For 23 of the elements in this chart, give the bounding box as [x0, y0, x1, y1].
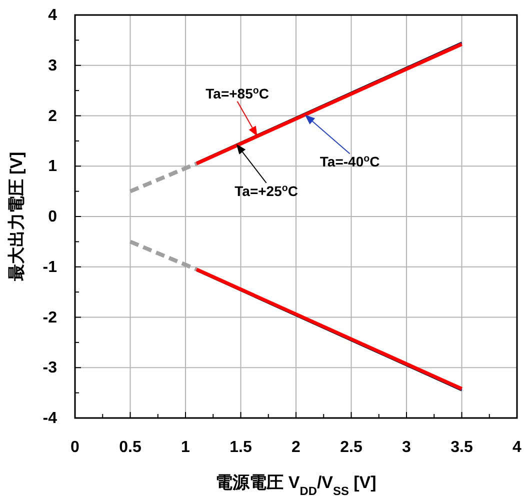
x-tick-label: 3: [402, 439, 412, 456]
x-tick-label: 1: [181, 439, 190, 456]
y-tick-label: -4: [42, 410, 58, 426]
y-tick-label: 2: [48, 107, 58, 124]
x-tick-label: 3.5: [450, 439, 473, 456]
y-tick-label: -1: [42, 258, 58, 276]
annotation: Ta=+85$^{o}$C: [206, 84, 269, 102]
x-tick-label: 1.5: [230, 439, 252, 456]
y-tick-label: -2: [42, 308, 58, 326]
annotation: Ta=-40$^{o}$C: [320, 153, 380, 170]
y-tick-label: 3: [48, 56, 58, 74]
x-axis-title: 電源電圧 V$_{DD}$/V$_{SS}$ [V]: [216, 473, 376, 498]
x-tick-label: 0.5: [119, 439, 142, 456]
annotation: Ta=+25$^{o}$C: [234, 182, 298, 199]
x-tick-label: 2.5: [340, 439, 362, 456]
y-tick-label: 1: [48, 158, 58, 175]
y-tick-label: 0: [48, 208, 58, 225]
x-tick-label: 0: [70, 439, 80, 456]
y-tick-label: 4: [48, 6, 58, 24]
y-tick-label: -3: [42, 359, 58, 376]
x-tick-label: 2: [292, 439, 301, 456]
y-axis-title: 最大出力電圧 [V]: [6, 152, 26, 282]
x-tick-label: 4: [512, 439, 522, 456]
